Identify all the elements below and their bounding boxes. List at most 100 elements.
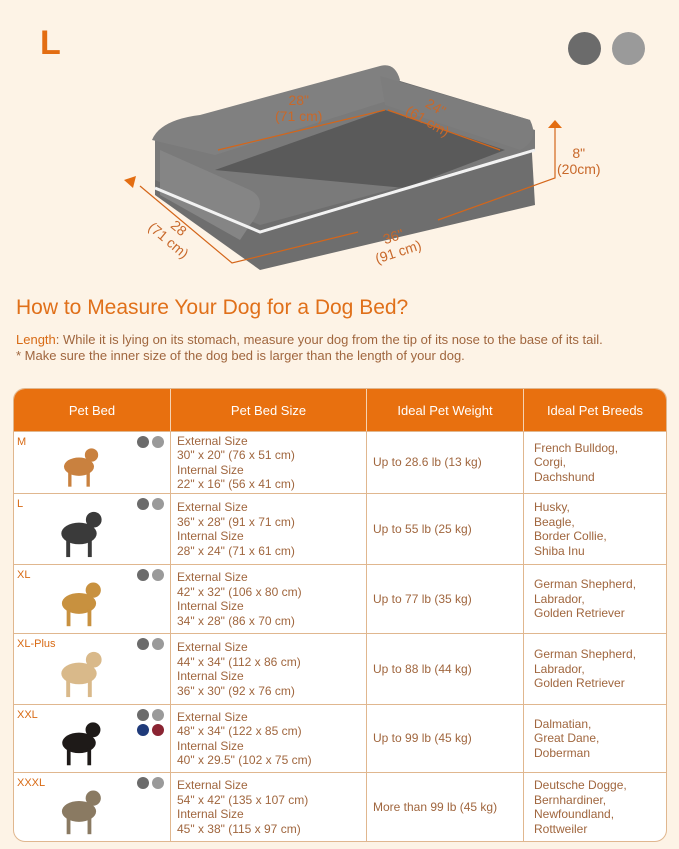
breed-name: Golden Retriever	[534, 676, 625, 691]
color-option-dot[interactable]	[137, 638, 149, 650]
color-option-dot[interactable]	[152, 724, 164, 736]
color-option-dot[interactable]	[152, 436, 164, 448]
dog-photo-labrador	[61, 651, 102, 698]
color-options	[137, 709, 164, 736]
breed-name: Deutsche Dogge,	[534, 778, 627, 792]
page-title: How to Measure Your Dog for a Dog Bed?	[16, 296, 409, 319]
external-size-value: 44" x 34" (112 x 86 cm)	[177, 654, 301, 669]
color-swatch-dark-gray[interactable]	[568, 32, 601, 65]
color-swatch-light-gray[interactable]	[612, 32, 645, 65]
length-text: : While it is lying on its stomach, meas…	[55, 332, 603, 347]
bed-size-label: M	[17, 436, 27, 448]
table-row: XXXL External Size 54" x 42" (135 x 107 c…	[14, 772, 666, 841]
color-option-dot[interactable]	[152, 498, 164, 510]
breed-name: Shiba Inu	[534, 543, 585, 558]
internal-size-value: 22" x 16" (56 x 41 cm)	[177, 477, 295, 491]
color-option-dot[interactable]	[152, 777, 164, 789]
dim-height: 8" (20cm)	[557, 145, 601, 177]
ideal-breeds: Husky, Beagle, Border Collie, Shiba Inu	[524, 493, 666, 564]
breed-name: Newfoundland,	[534, 807, 615, 821]
ideal-breeds: German Shepherd, Labrador, Golden Retrieve…	[524, 633, 666, 704]
length-label: Length	[16, 332, 56, 347]
color-option-dot[interactable]	[137, 436, 149, 448]
internal-size-value: 34" x 28" (86 x 70 cm)	[177, 613, 295, 628]
color-options	[137, 436, 164, 448]
color-option-dot[interactable]	[137, 724, 149, 736]
table-row: XXL External Size 48" x 34" (122 x 85 cm)…	[14, 704, 666, 772]
internal-size-label: Internal Size	[177, 462, 244, 477]
external-size-value: 36" x 28" (91 x 71 cm)	[177, 514, 295, 529]
header-ideal-weight: Ideal Pet Weight	[367, 389, 524, 431]
header-pet-bed-size: Pet Bed Size	[171, 389, 367, 431]
breed-name: German Shepherd,	[534, 577, 637, 592]
breed-name: Dalmatian,	[534, 716, 592, 731]
breed-name: Beagle,	[534, 514, 575, 529]
external-size-label: External Size	[177, 640, 248, 654]
dog-photo-doberman	[62, 722, 101, 766]
color-options	[137, 638, 164, 650]
dog-photo-golden-retriever	[61, 582, 101, 627]
external-size-label: External Size	[177, 500, 248, 514]
color-options	[137, 777, 164, 789]
color-option-dot[interactable]	[152, 638, 164, 650]
external-size-value: 48" x 34" (122 x 85 cm)	[177, 724, 302, 738]
internal-size-value: 28" x 24" (71 x 61 cm)	[177, 543, 295, 558]
table-row: L External Size 36" x 28" (91 x 71 cm) Int…	[14, 493, 666, 564]
breed-name: Dachshund	[534, 469, 595, 484]
color-option-dot[interactable]	[137, 569, 149, 581]
breed-name: German Shepherd,	[534, 647, 637, 662]
external-size-value: 54" x 42" (135 x 107 cm)	[177, 792, 309, 807]
internal-size-value: 40" x 29.5" (102 x 75 cm)	[177, 753, 312, 767]
internal-size-label: Internal Size	[177, 599, 244, 613]
dog-photo-malamute	[61, 790, 101, 835]
external-size-value: 42" x 32" (106 x 80 cm)	[177, 584, 302, 599]
ideal-weight: Up to 99 lb (45 kg)	[367, 704, 524, 772]
internal-size-label: Internal Size	[177, 807, 244, 821]
color-options	[137, 498, 164, 510]
internal-size-label: Internal Size	[177, 529, 244, 543]
color-option-dot[interactable]	[137, 498, 149, 510]
table-row: M External Size 30" x 20" (76 x 51 cm) Int…	[14, 431, 666, 493]
bed-size-label: XXXL	[17, 777, 46, 789]
color-option-dot[interactable]	[137, 777, 149, 789]
breed-name: Labrador,	[534, 591, 585, 606]
color-option-dot[interactable]	[152, 709, 164, 721]
ideal-breeds: German Shepherd, Labrador, Golden Retrieve…	[524, 564, 666, 633]
dog-photo-border-collie	[61, 511, 102, 558]
ideal-breeds: Deutsche Dogge, Bernhardiner, Newfoundland…	[524, 772, 666, 841]
bed-size-label: XL-Plus	[17, 638, 56, 650]
internal-size-label: Internal Size	[177, 738, 244, 753]
ideal-weight: Up to 88 lb (44 kg)	[367, 633, 524, 704]
breed-name: French Bulldog,	[534, 440, 619, 455]
ideal-weight: Up to 55 lb (25 kg)	[367, 493, 524, 564]
external-size-label: External Size	[177, 709, 248, 724]
external-size-value: 30" x 20" (76 x 51 cm)	[177, 448, 295, 462]
external-size-label: External Size	[177, 570, 248, 584]
ideal-weight: Up to 77 lb (35 kg)	[367, 564, 524, 633]
bed-size-label: XL	[17, 569, 31, 581]
header-pet-bed: Pet Bed	[14, 389, 171, 431]
dog-photo-corgi	[64, 448, 99, 487]
breed-name: Great Dane,	[534, 731, 600, 746]
breed-name: Rottweiler	[534, 821, 588, 836]
breed-name: Doberman	[534, 745, 591, 760]
color-options	[137, 569, 164, 581]
size-chart-table: Pet Bed Pet Bed Size Ideal Pet Weight Id…	[13, 388, 667, 842]
measure-description: Length: While it is lying on its stomach…	[16, 332, 616, 364]
breed-name: Husky,	[534, 500, 570, 514]
external-size-label: External Size	[177, 778, 248, 792]
table-row: XL-Plus External Size 44" x 34" (112 x 86…	[14, 633, 666, 704]
breed-name: Corgi,	[534, 455, 567, 470]
internal-size-value: 45" x 38" (115 x 97 cm)	[177, 821, 301, 836]
internal-size-value: 36" x 30" (92 x 76 cm)	[177, 683, 295, 698]
breed-name: Golden Retriever	[534, 606, 625, 621]
header-ideal-breeds: Ideal Pet Breeds	[524, 389, 666, 431]
color-option-dot[interactable]	[137, 709, 149, 721]
bed-size-label: XXL	[17, 709, 38, 721]
dim-inner-length: 28" (71 cm)	[275, 92, 323, 124]
ideal-weight: Up to 28.6 lb (13 kg)	[367, 431, 524, 493]
color-option-dot[interactable]	[152, 569, 164, 581]
breed-name: Bernhardiner,	[534, 792, 607, 807]
external-size-label: External Size	[177, 433, 248, 448]
size-note: * Make sure the inner size of the dog be…	[16, 348, 465, 363]
